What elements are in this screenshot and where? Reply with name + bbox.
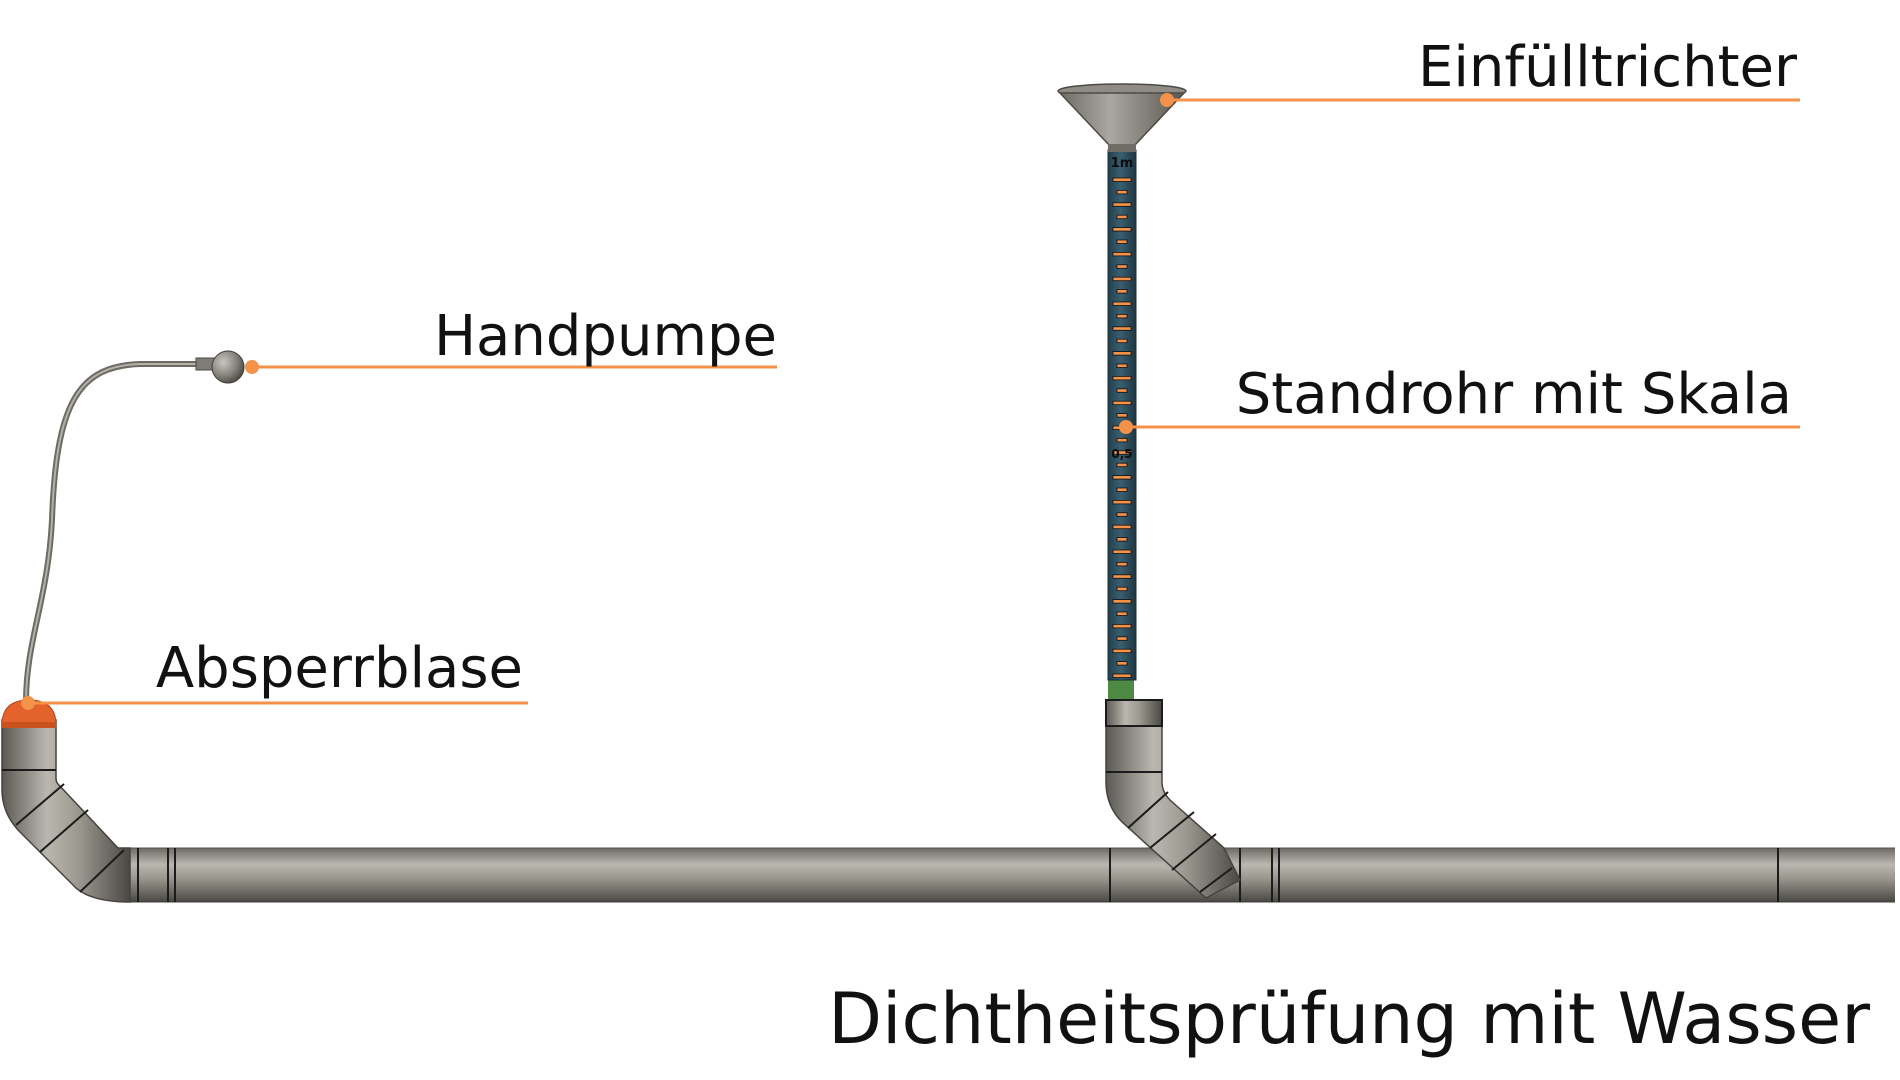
leader-pump xyxy=(245,360,777,374)
label-standpipe: Standrohr mit Skala xyxy=(1236,362,1792,427)
left-elbow xyxy=(1,719,131,903)
scale-major-tick xyxy=(1112,450,1132,455)
label-funnel: Einfülltrichter xyxy=(1418,35,1798,100)
scale-major-tick xyxy=(1112,202,1132,207)
main-pipe xyxy=(130,847,1895,903)
scale-minor-tick xyxy=(1116,611,1128,616)
scale-major-tick xyxy=(1112,227,1132,232)
leader-funnel xyxy=(1160,93,1800,107)
scale-minor-tick xyxy=(1116,264,1128,269)
scale-major-tick xyxy=(1112,524,1132,530)
scale-top-mark: 1m xyxy=(1111,156,1134,171)
scale-minor-tick xyxy=(1116,512,1128,517)
scale-minor-tick xyxy=(1116,313,1128,319)
scale-major-tick xyxy=(1112,499,1132,505)
scale-major-tick xyxy=(1112,375,1132,381)
label-shutoff-bladder: Absperrblase xyxy=(156,636,523,701)
scale-minor-tick xyxy=(1116,661,1128,666)
scale-minor-tick xyxy=(1116,189,1128,195)
scale-major-tick xyxy=(1112,301,1132,306)
standpipe-adapter-green xyxy=(1108,678,1134,702)
scale-mid-mark: 0,5 xyxy=(1111,447,1132,461)
leader-bladder xyxy=(21,696,528,710)
scale-minor-tick xyxy=(1116,289,1128,294)
scale-minor-tick xyxy=(1116,487,1128,492)
hand-pump-bulb xyxy=(211,350,245,384)
scale-ticks xyxy=(1112,177,1132,678)
scale-minor-tick xyxy=(1116,363,1128,368)
scale-minor-tick xyxy=(1116,586,1128,592)
pump-hose xyxy=(23,357,217,705)
scale-major-tick xyxy=(1112,351,1132,356)
diagram-title: Dichtheitsprüfung mit Wasser xyxy=(828,978,1870,1060)
standpipe-with-scale: 1m 0,5 xyxy=(1107,149,1137,681)
right-elbow xyxy=(1105,723,1241,899)
scale-minor-tick xyxy=(1116,214,1128,220)
scale-minor-tick xyxy=(1116,562,1128,567)
pipe-joints xyxy=(137,848,1779,902)
scale-major-tick xyxy=(1112,574,1132,579)
scale-minor-tick xyxy=(1116,462,1128,468)
scale-major-tick xyxy=(1112,276,1132,282)
scale-minor-tick xyxy=(1116,338,1128,344)
scale-minor-tick xyxy=(1116,636,1128,641)
scale-major-tick xyxy=(1112,177,1132,182)
scale-major-tick xyxy=(1112,648,1132,654)
leader-standpipe xyxy=(1119,420,1800,434)
scale-major-tick xyxy=(1112,599,1132,604)
scale-major-tick xyxy=(1112,624,1132,629)
scale-minor-tick xyxy=(1116,388,1128,393)
scale-major-tick xyxy=(1112,475,1132,480)
scale-minor-tick xyxy=(1116,437,1128,443)
scale-major-tick xyxy=(1112,326,1132,331)
scale-major-tick xyxy=(1112,251,1132,257)
scale-minor-tick xyxy=(1116,537,1128,542)
scale-major-tick xyxy=(1112,549,1132,554)
label-hand-pump: Handpumpe xyxy=(434,304,777,369)
standpipe-adapter xyxy=(1105,699,1163,727)
scale-major-tick xyxy=(1112,673,1132,678)
scale-minor-tick xyxy=(1116,239,1128,244)
scale-major-tick xyxy=(1112,400,1132,406)
scale-minor-tick xyxy=(1116,413,1128,418)
filling-funnel xyxy=(1057,83,1187,152)
